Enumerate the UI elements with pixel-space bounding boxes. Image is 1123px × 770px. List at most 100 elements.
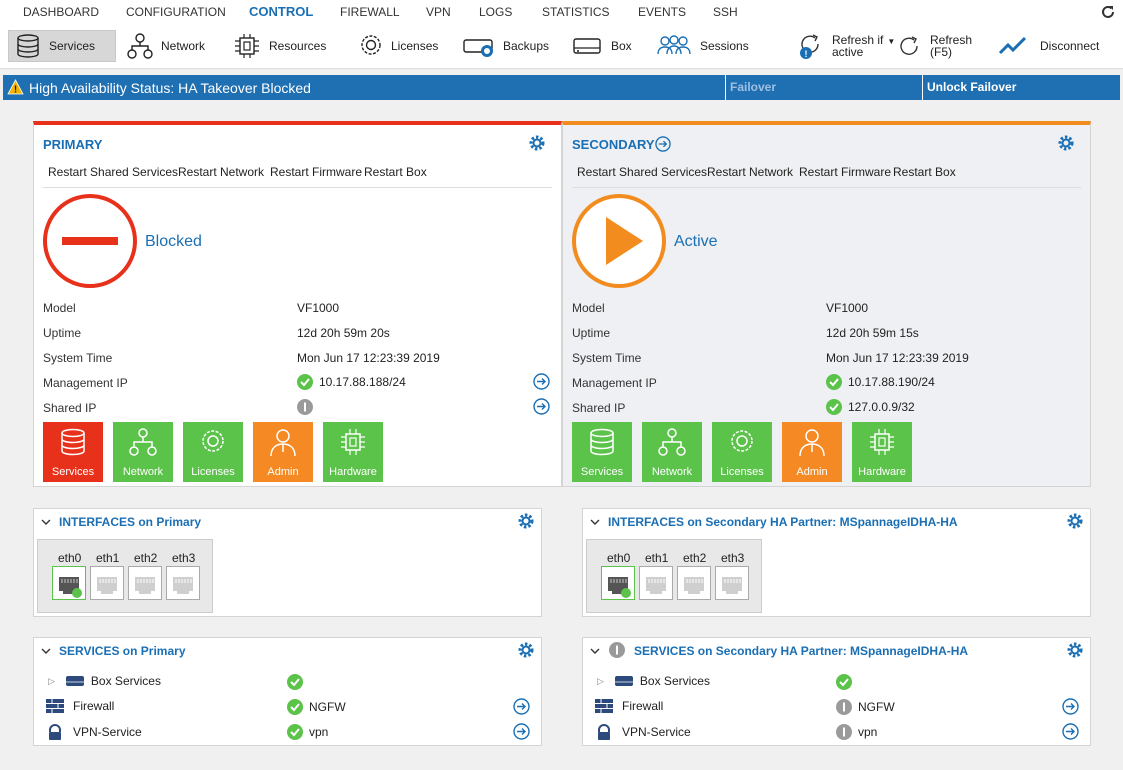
gear-icon[interactable] [517, 512, 535, 530]
gear-icon[interactable] [517, 641, 535, 659]
gear-icon[interactable] [528, 134, 546, 152]
ethernet-port-icon[interactable] [601, 566, 635, 600]
service-row-firewall[interactable]: Firewall [46, 699, 114, 713]
chevron-down-icon[interactable] [40, 645, 52, 657]
refresh-icon [900, 36, 918, 55]
restart-box-link[interactable]: Restart Box [893, 165, 956, 179]
arrow-right-circle-icon[interactable] [513, 723, 530, 740]
ethernet-port-icon[interactable] [166, 566, 200, 600]
service-row-vpn[interactable]: VPN-Service [597, 724, 691, 740]
check-icon [836, 674, 852, 690]
restart-box-link[interactable]: Restart Box [364, 165, 427, 179]
restart-shared-services-link[interactable]: Restart Shared Services [577, 165, 708, 179]
chevron-down-icon[interactable] [589, 516, 601, 528]
menu-vpn[interactable]: VPN [426, 5, 451, 19]
interfaces-primary-panel: INTERFACES on Primary eth0 eth1 eth2 eth… [33, 508, 542, 617]
tile-hardware[interactable]: Hardware [852, 422, 912, 482]
ethernet-port-icon[interactable] [639, 566, 673, 600]
service-row-firewall[interactable]: Firewall [595, 699, 663, 713]
database-icon [17, 34, 39, 58]
sessions-button[interactable]: Sessions [656, 30, 749, 62]
primary-state-label: Blocked [145, 233, 202, 250]
tile-admin[interactable]: Admin [253, 422, 313, 482]
refresh-button[interactable]: Refresh (F5) [898, 30, 972, 62]
menu-events[interactable]: EVENTS [638, 5, 687, 19]
service-row-box-services[interactable]: ▷ Box Services [48, 674, 161, 688]
menu-statistics[interactable]: STATISTICS [542, 5, 610, 19]
restart-firmware-link[interactable]: Restart Firmware [799, 165, 892, 179]
refresh-if-active-button[interactable]: ! Refresh if active ▼ [798, 30, 895, 62]
expand-triangle-icon[interactable]: ▷ [48, 675, 55, 686]
menu-dashboard[interactable]: DASHBOARD [23, 5, 100, 19]
expand-triangle-icon[interactable]: ▷ [597, 675, 604, 686]
restart-shared-services-link[interactable]: Restart Shared Services [48, 165, 179, 179]
disconnect-icon [998, 36, 1027, 55]
gear-icon[interactable] [1057, 134, 1075, 152]
disconnect-button[interactable]: Disconnect [998, 30, 1099, 62]
arrow-right-circle-icon[interactable] [533, 398, 550, 415]
services-secondary-title: SERVICES on Secondary HA Partner: MSpann… [634, 644, 969, 658]
management-ip-value: 10.17.88.188/24 [297, 374, 406, 390]
gear-icon[interactable] [1066, 512, 1084, 530]
tile-services[interactable]: Services [572, 422, 632, 482]
failover-button[interactable]: Failover [725, 75, 921, 100]
vpn-lock-icon [49, 724, 61, 740]
restart-firmware-link[interactable]: Restart Firmware [270, 165, 363, 179]
tile-admin-label: Admin [796, 466, 828, 478]
arrow-right-circle-icon[interactable] [655, 136, 671, 152]
database-icon [590, 428, 614, 456]
box-icon [573, 38, 601, 54]
tile-network[interactable]: Network [113, 422, 173, 482]
chip-icon [341, 429, 365, 455]
uptime-label: Uptime [572, 326, 611, 340]
tile-licenses[interactable]: Licenses [183, 422, 243, 482]
refresh-if-active-label-1: Refresh if [832, 33, 884, 47]
ethernet-port-icon[interactable] [90, 566, 124, 600]
service-row-vpn[interactable]: VPN-Service [48, 724, 142, 740]
service-row-box-services[interactable]: ▷ Box Services [597, 674, 710, 688]
ethernet-port-icon[interactable] [128, 566, 162, 600]
arrow-right-circle-icon[interactable] [533, 373, 550, 390]
network-button[interactable]: Network [127, 30, 205, 62]
menu-configuration[interactable]: CONFIGURATION [126, 5, 226, 19]
arrow-right-circle-icon[interactable] [1062, 698, 1079, 715]
info-icon [836, 699, 852, 715]
users-icon [657, 35, 691, 55]
unlock-failover-button[interactable]: Unlock Failover [922, 75, 1120, 100]
menu-logs[interactable]: LOGS [479, 5, 513, 19]
service-name: Firewall [622, 699, 664, 713]
license-badge-icon [731, 430, 753, 452]
ethernet-port-icon[interactable] [52, 566, 86, 600]
system-time-label: System Time [43, 351, 113, 365]
refresh-icon[interactable] [1099, 3, 1117, 21]
services-button[interactable]: Services [8, 30, 116, 62]
check-icon [297, 374, 313, 390]
tile-admin[interactable]: Admin [782, 422, 842, 482]
tile-hardware[interactable]: Hardware [323, 422, 383, 482]
resources-button[interactable]: Resources [233, 30, 326, 62]
arrow-right-circle-icon[interactable] [1062, 723, 1079, 740]
tile-licenses[interactable]: Licenses [712, 422, 772, 482]
restart-network-link[interactable]: Restart Network [178, 165, 265, 179]
box-button[interactable]: Box [573, 30, 632, 62]
ethernet-port-icon[interactable] [677, 566, 711, 600]
ethernet-port-icon[interactable] [715, 566, 749, 600]
arrow-right-circle-icon[interactable] [513, 698, 530, 715]
management-ip-text: 10.17.88.190/24 [848, 375, 935, 389]
service-status: NGFW [287, 699, 346, 715]
dropdown-arrow-icon[interactable]: ▼ [887, 36, 896, 46]
chevron-down-icon[interactable] [589, 645, 601, 657]
tile-network[interactable]: Network [642, 422, 702, 482]
tile-services[interactable]: Services [43, 422, 103, 482]
backups-button[interactable]: Backups [463, 30, 549, 62]
gear-icon[interactable] [1066, 641, 1084, 659]
chevron-down-icon[interactable] [40, 516, 52, 528]
menu-firewall[interactable]: FIREWALL [340, 5, 400, 19]
management-ip-value: 10.17.88.190/24 [826, 374, 935, 390]
refresh-alert-icon: ! [800, 34, 819, 59]
menu-ssh[interactable]: SSH [713, 5, 738, 19]
menu-control[interactable]: CONTROL [249, 4, 314, 19]
restart-network-link[interactable]: Restart Network [707, 165, 794, 179]
system-time-value: Mon Jun 17 12:23:39 2019 [297, 351, 440, 365]
licenses-button[interactable]: Licenses [359, 30, 438, 62]
